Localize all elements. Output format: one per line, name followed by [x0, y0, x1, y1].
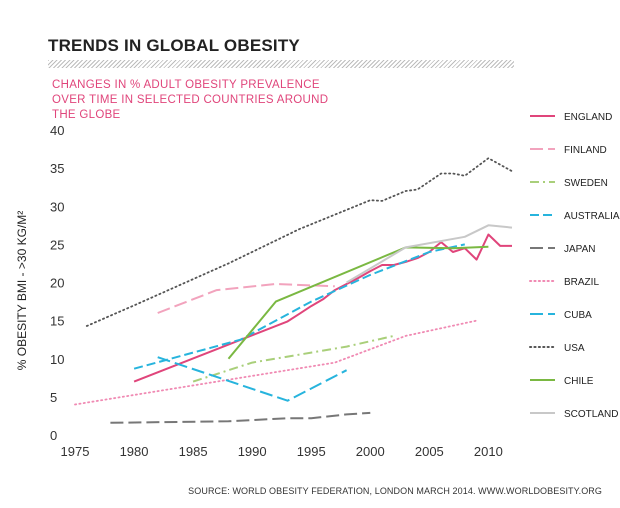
legend-label-chile: CHILE [564, 376, 594, 387]
series-line-brazil [74, 319, 478, 406]
legend-label-sweden: SWEDEN [564, 178, 608, 189]
series-line-england [133, 233, 512, 383]
series-line-japan [110, 411, 371, 424]
x-tick-label: 2005 [415, 444, 444, 459]
legend-label-brazil: BRAZIL [564, 277, 599, 288]
legend-label-finland: FINLAND [564, 145, 607, 156]
y-tick-label: 30 [50, 199, 64, 214]
series-line-australia [133, 243, 466, 370]
series-line-cuba [157, 356, 348, 402]
y-axis-label: % OBESITY BMI - >30 KG/M² [15, 211, 29, 371]
y-tick-label: 0 [50, 428, 57, 443]
y-tick-label: 20 [50, 276, 64, 291]
y-tick-label: 35 [50, 161, 64, 176]
legend-label-england: ENGLAND [564, 112, 612, 123]
y-tick-label: 10 [50, 352, 64, 367]
series-line-sweden [192, 334, 395, 383]
series-line-usa [85, 157, 513, 327]
chart-title: TRENDS IN GLOBAL OBESITY [48, 36, 300, 55]
x-tick-label: 2010 [474, 444, 503, 459]
x-tick-label: 1985 [179, 444, 208, 459]
legend-label-usa: USA [564, 343, 585, 354]
y-tick-label: 15 [50, 314, 64, 329]
y-tick-label: 5 [50, 390, 57, 405]
x-tick-label: 1980 [120, 444, 149, 459]
y-tick-label: 40 [50, 123, 64, 138]
y-tick-label: 25 [50, 237, 64, 252]
x-tick-label: 1975 [61, 444, 90, 459]
legend-label-cuba: CUBA [564, 310, 592, 321]
x-tick-label: 2000 [356, 444, 385, 459]
series-line-scotland [346, 224, 513, 284]
source-note: SOURCE: WORLD OBESITY FEDERATION, LONDON… [188, 486, 602, 496]
legend-label-australia: AUSTRALIA [564, 211, 620, 222]
legend-label-scotland: SCOTLAND [564, 409, 618, 420]
x-tick-label: 1990 [238, 444, 267, 459]
series-layer [74, 157, 513, 424]
title-underline-hatch [48, 60, 514, 68]
chart-axes: 0 5 10 15 20 25 30 35 40 1975 1980 1985 1990 1995 2000… [15, 123, 503, 459]
series-line-finland [157, 283, 335, 314]
series-line-chile [227, 245, 489, 360]
legend-label-japan: JAPAN [564, 244, 596, 255]
legend: ENGLAND FINLAND SWEDEN AUSTRALIA JAPAN BRAZIL… [529, 112, 620, 420]
chart-subtitle: CHANGES IN % ADULT OBESITY PREVALENCE OV… [52, 79, 329, 121]
x-tick-label: 1995 [297, 444, 326, 459]
